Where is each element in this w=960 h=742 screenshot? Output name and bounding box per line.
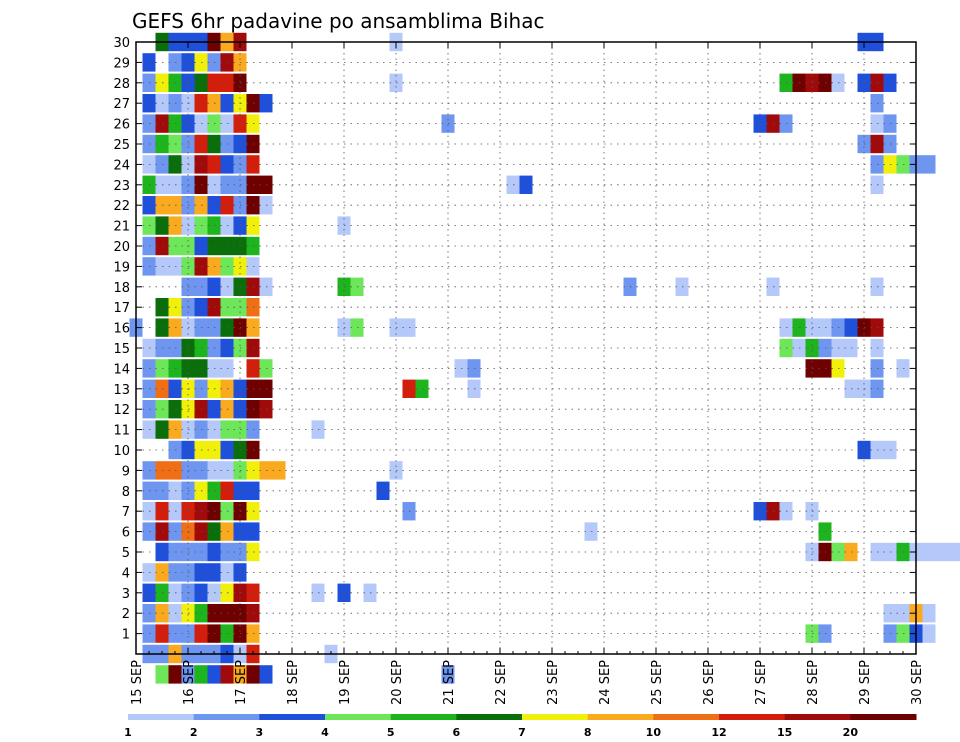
- colorbar-swatch: [456, 714, 523, 720]
- heatmap-cell: [207, 665, 221, 684]
- heatmap-cell: [259, 665, 273, 684]
- colorbar-label: 6: [453, 726, 461, 739]
- colorbar-swatch: [850, 714, 917, 720]
- colorbar-label: 20: [843, 726, 859, 739]
- colorbar-swatch: [390, 714, 457, 720]
- y-tick-label: 2: [122, 607, 130, 622]
- heatmap-cell: [233, 665, 247, 684]
- colorbar-label: 3: [256, 726, 264, 739]
- heatmap-cell: [246, 665, 260, 684]
- heatmap-cell: [181, 665, 195, 684]
- y-tick-label: 12: [113, 403, 130, 418]
- heatmap-cell: [220, 665, 234, 684]
- colorbar-label: 5: [387, 726, 395, 739]
- colorbar-swatch: [784, 714, 851, 720]
- heatmap-cell: [948, 542, 960, 562]
- x-axis-ticks: 15 SEP 16 SEP 17 SEP 18 SEP 19 SEP 20 SEP 21 S…: [130, 42, 925, 705]
- colorbar-swatch: [522, 714, 589, 720]
- heatmap-cells: [129, 32, 960, 684]
- heatmap-cell: [922, 542, 936, 562]
- heatmap-cell: [194, 665, 208, 684]
- y-tick-label: 3: [122, 587, 130, 602]
- x-tick-label: 23 SEP: [546, 660, 561, 705]
- colorbar-swatch: [128, 714, 195, 720]
- y-tick-label: 4: [122, 566, 130, 581]
- x-tick-label: 27 SEP: [754, 660, 769, 705]
- y-tick-label: 25: [113, 138, 130, 153]
- heatmap-cell: [922, 624, 936, 643]
- heatmap-cell: [935, 542, 949, 562]
- y-tick-label: 6: [122, 526, 130, 541]
- colorbar-swatch: [587, 714, 654, 720]
- heatmap-cell: [155, 665, 169, 684]
- colorbar-label: 8: [584, 726, 592, 739]
- x-tick-label: 19 SEP: [338, 660, 353, 705]
- x-tick-label: 22 SEP: [494, 660, 509, 705]
- chart-title: GEFS 6hr padavine po ansamblima Bihac: [132, 9, 544, 33]
- y-tick-label: 22: [113, 199, 130, 214]
- y-tick-label: 9: [122, 464, 130, 479]
- colorbar-swatch: [325, 714, 392, 720]
- y-tick-label: 13: [113, 383, 130, 398]
- y-tick-label: 16: [113, 322, 130, 337]
- x-tick-label: 20 SEP: [390, 660, 405, 705]
- x-tick-label: 21 SEP: [442, 660, 457, 705]
- y-tick-label: 30: [113, 36, 130, 51]
- y-tick-label: 14: [113, 362, 130, 377]
- y-tick-label: 23: [113, 179, 130, 194]
- y-tick-label: 20: [113, 240, 130, 255]
- y-tick-label: 28: [113, 77, 130, 92]
- x-tick-label: 24 SEP: [598, 660, 613, 705]
- x-tick-label: 16 SEP: [182, 660, 197, 705]
- y-axis-ticks: 1234567891011121314151617181920212223242…: [113, 36, 916, 643]
- colorbar-label: 1: [124, 726, 132, 739]
- x-tick-label: 17 SEP: [234, 660, 249, 705]
- y-tick-label: 19: [113, 260, 130, 275]
- y-tick-label: 21: [113, 220, 130, 235]
- x-tick-label: 30 SEP: [910, 660, 925, 705]
- y-tick-label: 1: [122, 628, 130, 643]
- y-tick-label: 5: [122, 546, 130, 561]
- y-tick-label: 10: [113, 444, 130, 459]
- x-tick-label: 15 SEP: [130, 660, 145, 705]
- y-tick-label: 18: [113, 281, 130, 296]
- colorbar-label: 2: [190, 726, 198, 739]
- gridlines: [136, 41, 916, 654]
- colorbar: 1 2 3 4 5 6 7 8 10 12 15 20: [124, 714, 917, 739]
- colorbar-label: 4: [321, 726, 329, 739]
- y-tick-label: 26: [113, 118, 130, 133]
- heatmap-cell: [168, 665, 182, 684]
- colorbar-swatch: [653, 714, 720, 720]
- y-tick-label: 15: [113, 342, 130, 357]
- y-tick-label: 11: [113, 424, 130, 439]
- x-tick-label: 26 SEP: [702, 660, 717, 705]
- x-tick-label: 25 SEP: [650, 660, 665, 705]
- colorbar-label: 10: [646, 726, 662, 739]
- colorbar-swatch: [193, 714, 260, 720]
- colorbar-label: 12: [711, 726, 726, 739]
- y-tick-label: 29: [113, 56, 130, 71]
- colorbar-label: 15: [777, 726, 792, 739]
- x-tick-label: 29 SEP: [858, 660, 873, 705]
- colorbar-swatch: [259, 714, 326, 720]
- y-tick-label: 7: [122, 505, 130, 520]
- heatmap-cell: [922, 604, 936, 623]
- y-tick-label: 17: [113, 301, 130, 316]
- colorbar-swatch: [719, 714, 786, 720]
- heatmap-cell: [441, 665, 455, 684]
- heatmap-cell: [922, 155, 936, 174]
- y-tick-label: 24: [113, 158, 130, 173]
- x-tick-label: 18 SEP: [286, 660, 301, 705]
- colorbar-label: 7: [518, 726, 526, 739]
- y-tick-label: 27: [113, 97, 130, 112]
- y-tick-label: 8: [122, 485, 130, 500]
- x-tick-label: 28 SEP: [806, 660, 821, 705]
